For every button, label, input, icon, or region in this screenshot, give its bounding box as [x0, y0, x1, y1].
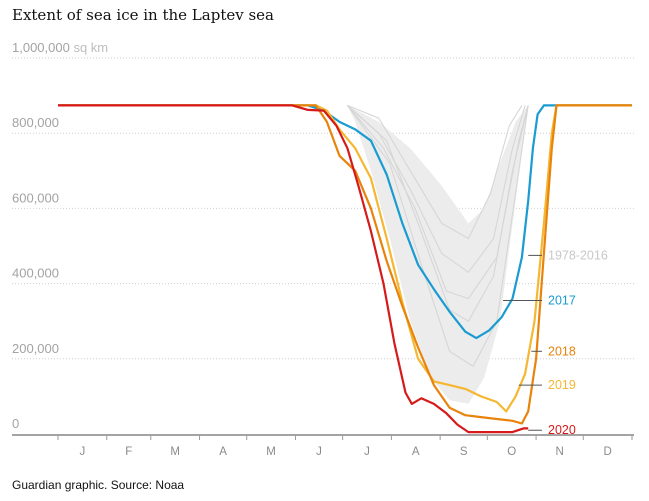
series-label-2018: 2018 [548, 344, 576, 358]
series-line-2020 [58, 104, 529, 434]
x-tick-label: S [460, 446, 468, 458]
x-tick-label: J [364, 446, 370, 458]
x-tick-label: A [412, 446, 420, 458]
historical-trace [347, 104, 526, 274]
x-tick-label: A [219, 446, 227, 458]
y-unit-label: sq km [70, 40, 108, 55]
source-footer: Guardian graphic. Source: Noaa [12, 478, 185, 492]
x-tick-label: M [266, 446, 276, 458]
historical-trace [346, 105, 529, 300]
historical-trace [346, 105, 529, 368]
series-label-2017: 2017 [548, 294, 576, 308]
series-label-2019: 2019 [548, 378, 576, 392]
y-tick-label: 0 [12, 416, 19, 431]
series-label-2020: 2020 [548, 423, 576, 437]
series-line-2017 [58, 104, 632, 340]
y-tick-label: 200,000 [12, 341, 59, 356]
y-tick-label: 400,000 [12, 266, 59, 281]
x-tick-label: J [316, 446, 322, 458]
y-tick-label: 800,000 [12, 115, 59, 130]
x-tick-label: F [125, 446, 132, 458]
series-label-1978-2016: 1978-2016 [548, 248, 608, 262]
historical-trace [347, 104, 523, 240]
series-line-2019 [58, 104, 632, 413]
historical-range-band [58, 105, 529, 404]
x-tick-label: N [556, 446, 564, 458]
y-tick-label: 600,000 [12, 190, 59, 205]
series-line-2018 [58, 104, 632, 425]
x-tick-label: D [603, 446, 611, 458]
x-tick-label: M [170, 446, 180, 458]
y-tick-label: 1,000,000 sq km [12, 40, 108, 55]
x-tick-label: O [507, 446, 516, 458]
chart-title: Extent of sea ice in the Laptev sea [12, 6, 274, 24]
x-tick-label: J [80, 446, 86, 458]
